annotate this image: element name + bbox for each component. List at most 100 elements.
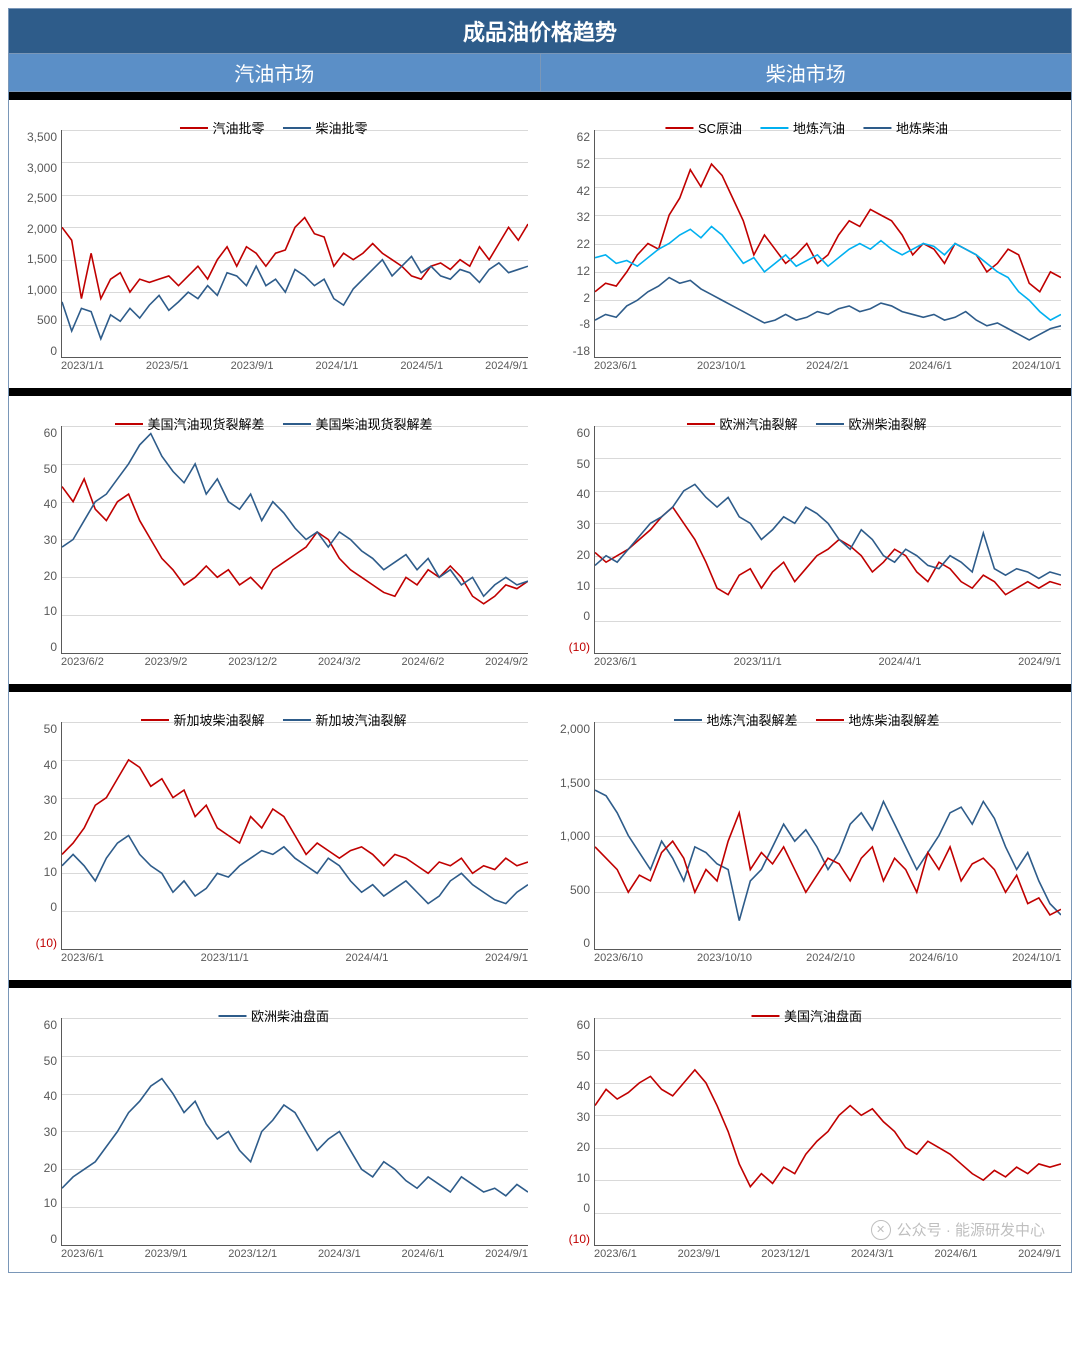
legend: 新加坡柴油裂解 新加坡汽油裂解 <box>140 710 406 729</box>
legend-swatch <box>816 423 844 425</box>
y-tick: 20 <box>15 829 57 843</box>
series-line <box>595 790 1061 921</box>
y-tick: 12 <box>548 264 590 278</box>
legend-label: 新加坡汽油裂解 <box>316 710 407 729</box>
watermark: ✕ 公众号 · 能源研发中心 <box>871 1219 1045 1240</box>
sub-header-right: 柴油市场 <box>541 54 1072 91</box>
x-tick: 2023/6/1 <box>594 656 637 674</box>
legend-item: SC原油 <box>665 118 742 137</box>
x-tick: 2023/9/1 <box>231 360 274 378</box>
chart-grid: 汽油批零柴油批零3,5003,0002,5002,0001,5001,00050… <box>8 92 1072 1273</box>
line-layer <box>595 722 1061 949</box>
x-tick: 2023/10/1 <box>697 360 746 378</box>
legend-item: 地炼汽油裂解差 <box>673 710 797 729</box>
y-tick: 500 <box>15 313 57 327</box>
y-tick: 42 <box>548 184 590 198</box>
y-tick: 30 <box>15 1125 57 1139</box>
plot-area <box>61 1018 528 1246</box>
y-axis: 2,0001,5001,0005000 <box>548 722 594 950</box>
legend-swatch <box>283 423 311 425</box>
watermark-icon: ✕ <box>871 1220 891 1240</box>
x-tick: 2023/9/2 <box>145 656 188 674</box>
series-line <box>62 836 528 904</box>
x-tick: 2023/6/1 <box>594 1248 637 1266</box>
x-tick: 2024/9/1 <box>485 952 528 970</box>
x-tick: 2023/12/2 <box>228 656 277 674</box>
y-tick: 0 <box>15 1232 57 1246</box>
y-axis: 6050403020100 <box>15 1018 61 1246</box>
legend-label: 汽油批零 <box>212 118 264 137</box>
x-tick: 2023/11/1 <box>734 656 782 674</box>
legend-swatch <box>114 423 142 425</box>
legend-label: 欧洲柴油裂解 <box>849 414 927 433</box>
y-tick: 50 <box>15 722 57 736</box>
main-title: 成品油价格趋势 <box>8 8 1072 54</box>
y-tick: 40 <box>548 1079 590 1093</box>
y-tick: 10 <box>15 865 57 879</box>
x-tick: 2024/9/2 <box>485 656 528 674</box>
legend-item: 新加坡柴油裂解 <box>140 710 264 729</box>
y-tick: 2,000 <box>15 222 57 236</box>
legend-swatch <box>665 127 693 129</box>
line-layer <box>62 426 528 653</box>
legend-label: 美国柴油现货裂解差 <box>316 414 433 433</box>
y-tick: 62 <box>548 130 590 144</box>
y-axis: 6252423222122-8-18 <box>548 130 594 358</box>
x-tick: 2024/1/1 <box>315 360 358 378</box>
line-layer <box>62 1018 528 1245</box>
legend-label: 地炼柴油裂解差 <box>849 710 940 729</box>
legend-swatch <box>673 719 701 721</box>
legend-item: 地炼汽油 <box>760 118 845 137</box>
legend-swatch <box>751 1015 779 1017</box>
line-layer <box>62 722 528 949</box>
row-separator <box>9 684 1071 692</box>
x-tick: 2024/3/1 <box>318 1248 361 1266</box>
sub-header-row: 汽油市场 柴油市场 <box>8 54 1072 92</box>
series-line <box>595 278 1061 340</box>
plot-area <box>594 1018 1061 1246</box>
y-tick: 0 <box>15 900 57 914</box>
y-tick: 60 <box>15 426 57 440</box>
legend-swatch <box>816 719 844 721</box>
plot-area <box>594 426 1061 654</box>
x-tick: 2024/10/1 <box>1012 952 1061 970</box>
x-tick: 2024/9/1 <box>485 1248 528 1266</box>
x-tick: 2024/10/1 <box>1012 360 1061 378</box>
plot-area <box>61 130 528 358</box>
y-tick: 30 <box>548 1110 590 1124</box>
series-line <box>62 434 528 597</box>
y-tick: 22 <box>548 237 590 251</box>
y-tick: 30 <box>15 533 57 547</box>
legend-label: SC原油 <box>698 118 742 137</box>
y-axis: 6050403020100 <box>15 426 61 654</box>
legend-swatch <box>140 719 168 721</box>
legend-label: 欧洲柴油盘面 <box>251 1006 329 1025</box>
y-tick: 10 <box>15 1196 57 1210</box>
legend-swatch <box>686 423 714 425</box>
legend: 欧洲汽油裂解 欧洲柴油裂解 <box>686 414 926 433</box>
x-tick: 2023/6/10 <box>594 952 643 970</box>
legend-item: 美国汽油盘面 <box>751 1006 862 1025</box>
legend-item: 地炼柴油 <box>863 118 948 137</box>
x-axis: 2023/6/12023/11/12024/4/12024/9/1 <box>61 952 528 970</box>
x-axis: 2023/1/12023/5/12023/9/12024/1/12024/5/1… <box>61 360 528 378</box>
y-tick: 0 <box>15 640 57 654</box>
watermark-text: 公众号 · 能源研发中心 <box>897 1219 1045 1240</box>
y-tick: 40 <box>15 758 57 772</box>
y-tick: 3,500 <box>15 130 57 144</box>
legend-item: 欧洲汽油裂解 <box>686 414 797 433</box>
chart-c7: 欧洲柴油盘面60504030201002023/6/12023/9/12023/… <box>9 992 538 1272</box>
row-separator <box>9 388 1071 396</box>
y-tick: 1,500 <box>15 252 57 266</box>
x-tick: 2024/6/2 <box>402 656 445 674</box>
y-tick: 50 <box>15 1054 57 1068</box>
legend-item: 欧洲柴油盘面 <box>218 1006 329 1025</box>
series-line <box>62 256 528 338</box>
x-tick: 2024/4/1 <box>879 656 922 674</box>
y-tick: 2,500 <box>15 191 57 205</box>
series-line <box>595 1070 1061 1187</box>
y-tick: 60 <box>15 1018 57 1032</box>
legend-label: 地炼汽油裂解差 <box>706 710 797 729</box>
x-tick: 2023/10/10 <box>697 952 752 970</box>
legend-swatch <box>283 719 311 721</box>
